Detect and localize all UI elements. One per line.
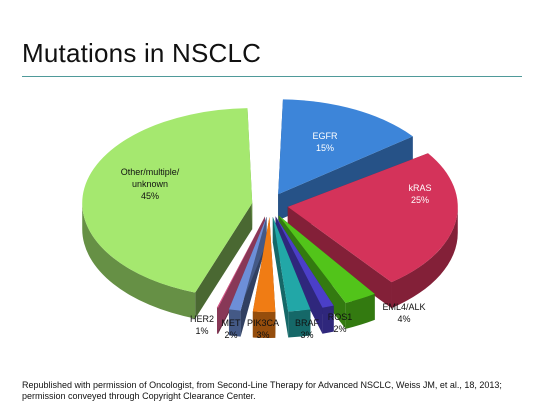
slice-label-pik3ca: PIK3CA 3% bbox=[247, 318, 279, 340]
slice-outer-wall bbox=[391, 206, 458, 309]
slice-label-ros1: ROS1 2% bbox=[328, 312, 353, 334]
slice-pik3ca bbox=[252, 216, 276, 338]
slice-her2 bbox=[216, 216, 265, 334]
slice-outer-wall bbox=[252, 311, 276, 338]
title-divider bbox=[22, 76, 522, 77]
slice-outer-wall bbox=[288, 309, 311, 338]
slice-label-other-multiple-unknown: Other/multiple/unknown 45% bbox=[121, 167, 180, 201]
credit-text: Republished with permission of Oncologis… bbox=[22, 380, 502, 401]
slice-label-egfr: EGFR 15% bbox=[312, 131, 338, 153]
slice-top bbox=[278, 99, 413, 195]
slice-top bbox=[272, 216, 311, 312]
slice-label-met: MET 2% bbox=[222, 318, 242, 340]
slide-title: Mutations in NSCLC bbox=[22, 38, 262, 68]
slice-label-eml4-alk: EML4/ALK 4% bbox=[382, 302, 425, 324]
slice-outer-wall bbox=[82, 203, 196, 319]
slice-label-her2: HER2 1% bbox=[190, 314, 214, 336]
slice-outer-wall bbox=[345, 293, 375, 329]
slice-outer-wall bbox=[322, 305, 334, 334]
slice-top bbox=[216, 216, 265, 308]
slice-outer-wall bbox=[216, 307, 219, 334]
slice-top bbox=[275, 216, 334, 308]
slice-top bbox=[228, 216, 267, 311]
slice-top bbox=[287, 153, 458, 283]
slice-wall bbox=[287, 206, 392, 309]
slice-top bbox=[278, 215, 375, 303]
slice-top bbox=[252, 216, 276, 312]
slice-wall bbox=[216, 216, 265, 334]
slice-label-braf: BRAF 3% bbox=[295, 318, 320, 340]
slice-kras bbox=[287, 153, 458, 309]
slice-wall bbox=[275, 216, 323, 334]
slice-label-kras: kRAS 25% bbox=[408, 183, 431, 205]
slice-other-multiple-unknown bbox=[82, 108, 253, 319]
slice-top bbox=[82, 108, 253, 293]
slice-outer-wall bbox=[228, 309, 241, 337]
slice-met bbox=[228, 216, 267, 337]
slice-braf bbox=[272, 216, 311, 338]
slice-wall bbox=[195, 203, 253, 319]
slice-wall bbox=[272, 216, 289, 338]
slice-ros1 bbox=[275, 216, 334, 334]
